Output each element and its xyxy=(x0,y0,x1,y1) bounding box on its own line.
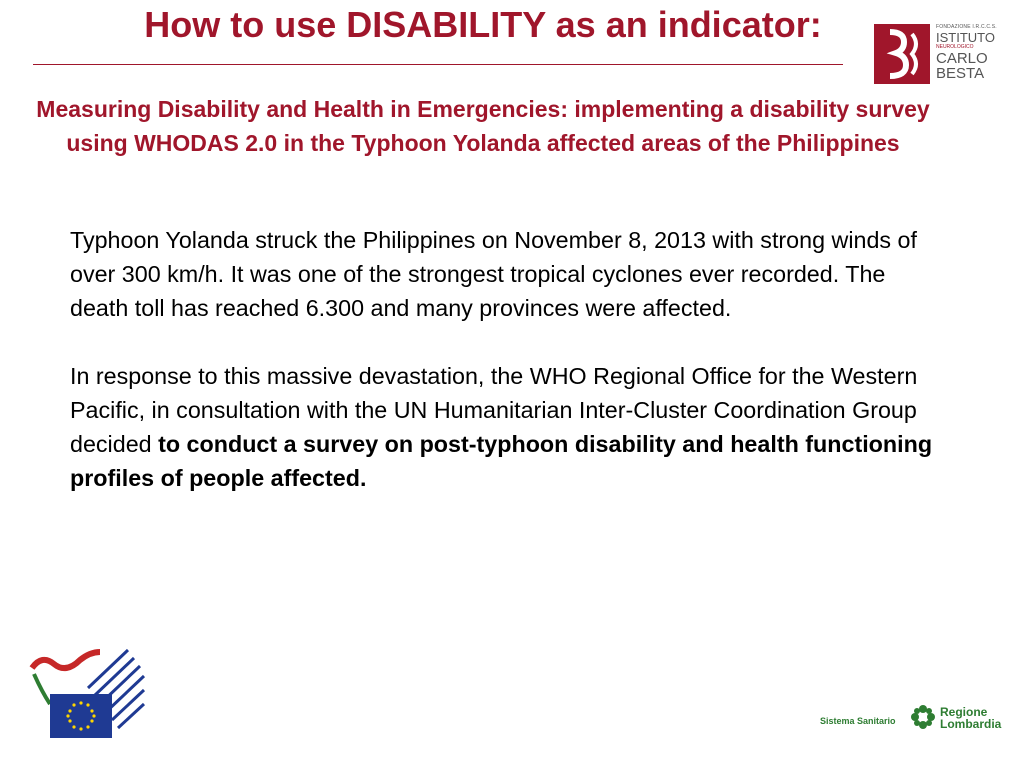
besta-line-neurologico: NEUROLOGICO xyxy=(936,44,974,50)
lombardia-cross-icon xyxy=(908,702,938,732)
paragraph-response-bold: to conduct a survey on post-typhoon disa… xyxy=(70,431,933,491)
paragraph-typhoon: Typhoon Yolanda struck the Philippines o… xyxy=(70,227,917,321)
paragraph-response-plain: In response to this massive devastation,… xyxy=(70,363,918,457)
slide-title: How to use DISABILITY as an indicator: xyxy=(144,4,822,45)
body-text: Typhoon Yolanda struck the Philippines o… xyxy=(70,223,950,495)
besta-logo-text: FONDAZIONE I.R.C.C.S. ISTITUTO NEUROLOGI… xyxy=(936,22,997,82)
besta-logo-icon xyxy=(874,24,930,84)
besta-line-besta: BESTA xyxy=(936,65,985,82)
regione-lombardia-label: Regione Lombardia xyxy=(940,706,1001,730)
regione-line: Regione xyxy=(940,705,988,719)
title-divider xyxy=(33,64,843,65)
besta-line-foundation: FONDAZIONE I.R.C.C.S. xyxy=(936,24,997,30)
lombardia-logo: Sistema Sanitario Regione Lombardia xyxy=(820,700,1020,740)
eu-flag-ribbon-icon xyxy=(29,648,146,738)
slide-subtitle: Measuring Disability and Health in Emerg… xyxy=(36,96,930,156)
besta-logo: FONDAZIONE I.R.C.C.S. ISTITUTO NEUROLOGI… xyxy=(872,22,1002,92)
lombardia-line: Lombardia xyxy=(940,717,1002,731)
besta-line-carlo: CARLO xyxy=(936,50,988,67)
paragraph-response: In response to this massive devastation,… xyxy=(70,359,950,495)
besta-line-istituto: ISTITUTO xyxy=(936,30,995,45)
eu-logo xyxy=(28,648,146,740)
sistema-sanitario-label: Sistema Sanitario xyxy=(820,716,896,726)
